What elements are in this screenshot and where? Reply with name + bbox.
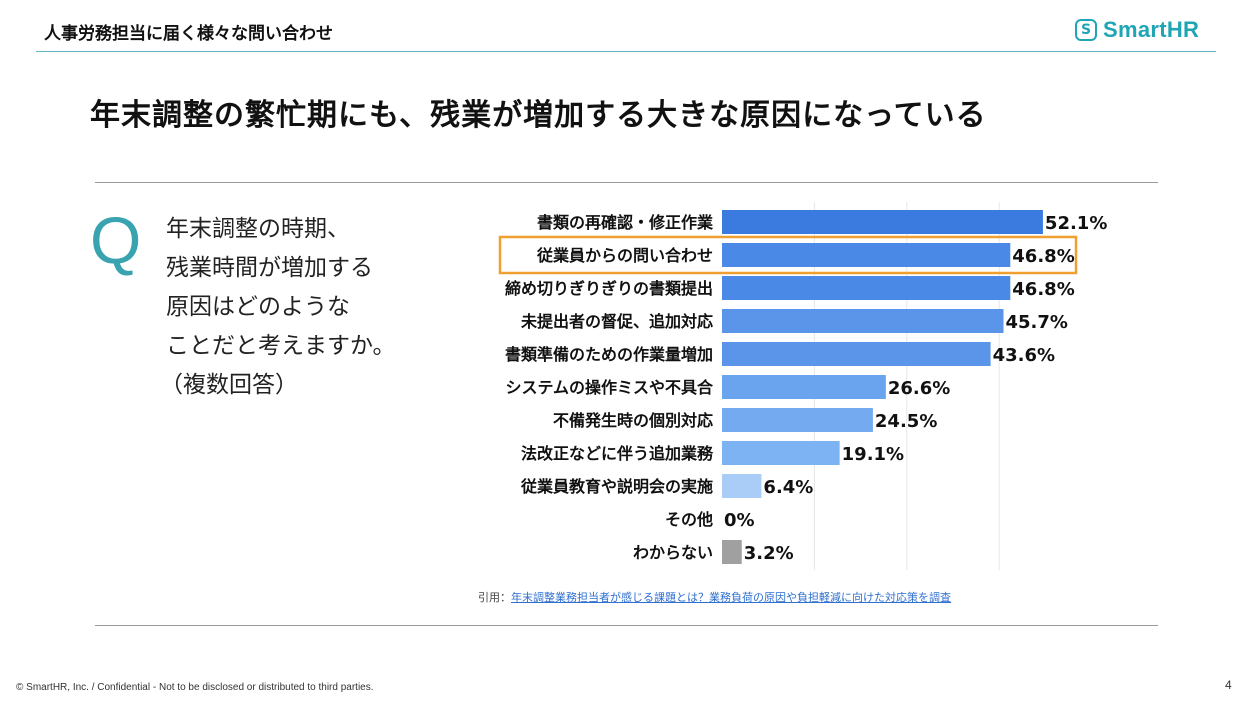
chart-category-label: 書類準備のための作業量増加 bbox=[505, 345, 713, 364]
chart-bar bbox=[722, 276, 1011, 300]
content-bottom-divider bbox=[95, 625, 1158, 626]
chart-category-label: 従業員教育や説明会の実施 bbox=[520, 477, 713, 496]
chart-value-label: 52.1% bbox=[1045, 213, 1107, 234]
chart-bar bbox=[722, 243, 1011, 267]
chart-bar bbox=[722, 474, 762, 498]
chart-value-label: 45.7% bbox=[1006, 312, 1068, 333]
chart-value-label: 46.8% bbox=[1012, 246, 1074, 267]
chart-bar bbox=[722, 342, 991, 366]
chart-category-label: 従業員からの問い合わせ bbox=[536, 246, 713, 265]
question-line: （複数回答） bbox=[160, 372, 298, 398]
question-mark-letter: Q bbox=[90, 203, 142, 277]
chart-category-label: わからない bbox=[633, 543, 713, 562]
citation-prefix: 引用： bbox=[478, 591, 511, 604]
chart-category-label: 書類の再確認・修正作業 bbox=[537, 213, 714, 232]
chart-value-label: 43.6% bbox=[993, 345, 1055, 366]
chart-bar bbox=[722, 540, 742, 564]
section-title: 人事労務担当に届く様々な問い合わせ bbox=[44, 24, 333, 44]
smarthr-logo: S SmartHR bbox=[1075, 17, 1199, 43]
footer-copyright: © SmartHR, Inc. / Confidential - Not to … bbox=[16, 682, 374, 693]
chart-highlight-box bbox=[498, 235, 1078, 275]
question-line: ことだと考えますか。 bbox=[166, 333, 396, 359]
chart-value-label: 6.4% bbox=[763, 477, 813, 498]
chart-value-label: 3.2% bbox=[744, 543, 794, 564]
slide-headline: 年末調整の繁忙期にも、残業が増加する大きな原因になっている bbox=[90, 98, 987, 133]
chart-category-label: 不備発生時の個別対応 bbox=[553, 411, 713, 430]
question-line: 原因はどのような bbox=[166, 294, 350, 320]
question-text: 年末調整の時期、 残業時間が増加する 原因はどのような ことだと考えますか。 （… bbox=[160, 210, 396, 405]
chart-category-label: 締め切りぎりぎりの書類提出 bbox=[505, 279, 713, 298]
chart-bar bbox=[722, 441, 840, 465]
chart-bar bbox=[722, 309, 1004, 333]
chart-value-label: 0% bbox=[724, 510, 755, 531]
chart-value-label: 26.6% bbox=[888, 378, 950, 399]
chart-category-label: 未提出者の督促、追加対応 bbox=[520, 312, 713, 331]
chart-category-label: 法改正などに伴う追加業務 bbox=[521, 444, 714, 463]
chart-bar bbox=[722, 408, 873, 432]
content-top-divider bbox=[95, 182, 1158, 183]
logo-mark-icon: S bbox=[1075, 19, 1097, 41]
chart-category-label: その他 bbox=[665, 510, 713, 529]
logo-text: SmartHR bbox=[1103, 17, 1200, 42]
question-line: 年末調整の時期、 bbox=[166, 216, 350, 242]
header-divider bbox=[36, 51, 1216, 52]
chart-value-label: 46.8% bbox=[1012, 279, 1074, 300]
chart-value-label: 24.5% bbox=[875, 411, 937, 432]
chart-bar bbox=[722, 375, 886, 399]
chart-category-label: システムの操作ミスや不具合 bbox=[505, 378, 714, 397]
citation-link[interactable]: 年末調整業務担当者が感じる課題とは？業務負荷の原因や負担軽減に向けた対応策を調査 bbox=[511, 591, 951, 604]
chart-value-label: 19.1% bbox=[842, 444, 904, 465]
page-number: 4 bbox=[1225, 678, 1232, 692]
question-line: 残業時間が増加する bbox=[166, 255, 373, 281]
chart-bar bbox=[722, 210, 1043, 234]
citation: 引用：年末調整業務担当者が感じる課題とは？業務負荷の原因や負担軽減に向けた対応策… bbox=[478, 589, 951, 605]
